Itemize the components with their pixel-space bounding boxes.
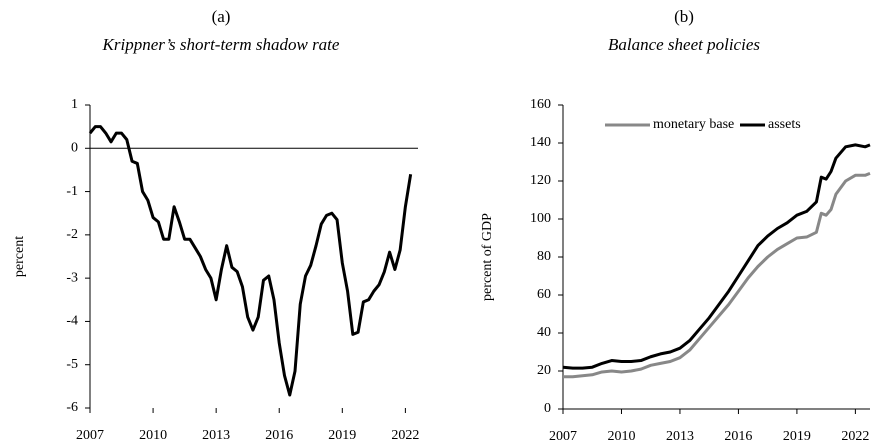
y-tick-label: 20 <box>537 363 551 378</box>
y-tick-label: 0 <box>71 141 78 156</box>
y-tick-label: -5 <box>66 357 78 372</box>
x-tick-label: 2022 <box>391 428 419 443</box>
x-tick-label: 2010 <box>139 428 167 443</box>
y-tick-label: -2 <box>66 227 78 242</box>
x-tick-label: 2019 <box>328 428 356 443</box>
panel-subtitle: Krippner’s short-term shadow rate <box>102 35 340 54</box>
y-tick-label: 40 <box>537 325 551 340</box>
x-tick-label: 2007 <box>549 429 577 444</box>
x-tick-label: 2016 <box>265 428 293 443</box>
x-tick-label: 2016 <box>724 429 752 444</box>
y-tick-label: 120 <box>530 173 551 188</box>
x-tick-label: 2010 <box>607 429 635 444</box>
y-tick-label: -3 <box>66 270 78 285</box>
x-tick-label: 2007 <box>76 428 104 443</box>
data-line <box>88 125 413 397</box>
x-tick-label: 2013 <box>202 428 230 443</box>
y-axis-label: percent of GDP <box>480 213 495 301</box>
y-tick-label: -6 <box>66 400 78 415</box>
y-tick-label: -4 <box>66 314 78 329</box>
y-axis-label: percent <box>12 236 27 277</box>
y-tick-label: 0 <box>544 401 551 416</box>
x-tick-label: 2013 <box>666 429 694 444</box>
legend-label: assets <box>768 117 801 132</box>
y-tick-label: 140 <box>530 135 551 150</box>
y-tick-label: 160 <box>530 97 551 112</box>
y-tick-label: 80 <box>537 249 551 264</box>
y-tick-label: 60 <box>537 287 551 302</box>
panel-label: (a) <box>212 7 231 26</box>
panel-label: (b) <box>674 7 694 26</box>
y-tick-label: 100 <box>530 211 551 226</box>
y-tick-label: 1 <box>71 97 78 112</box>
data-line <box>563 172 871 379</box>
data-line <box>562 143 871 370</box>
legend-label: monetary base <box>653 117 734 132</box>
x-tick-label: 2019 <box>783 429 811 444</box>
x-tick-label: 2022 <box>841 429 869 444</box>
y-tick-label: -1 <box>66 184 78 199</box>
panel-subtitle: Balance sheet policies <box>608 35 760 54</box>
